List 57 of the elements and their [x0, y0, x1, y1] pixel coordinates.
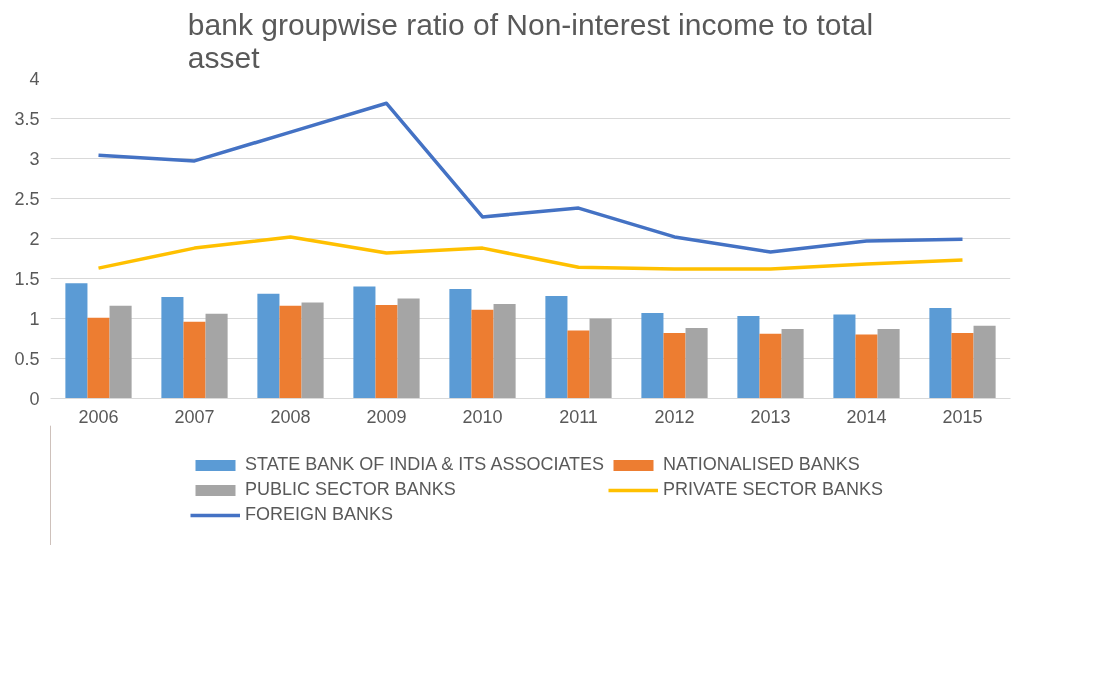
- bar: [951, 332, 974, 399]
- bar: [589, 318, 612, 399]
- y-tick-label: 4: [29, 69, 40, 89]
- legend-label: PRIVATE SECTOR BANKS: [663, 479, 885, 500]
- bar: [109, 305, 132, 399]
- y-tick-label: 2.5: [14, 189, 40, 209]
- bar: [87, 317, 110, 399]
- x-tick-label: 2010: [462, 406, 503, 427]
- legend-label: STATE BANK OF INDIA & ITS ASSOCIATES: [245, 454, 605, 475]
- y-tick-label: 2: [29, 229, 40, 249]
- x-tick-label: 2009: [366, 406, 407, 427]
- x-tick-label: 2007: [174, 406, 215, 427]
- y-tick-label: 0.5: [14, 349, 40, 369]
- bar: [685, 328, 708, 399]
- x-tick-label: 2014: [846, 406, 887, 427]
- bar: [641, 312, 664, 399]
- legend-label: PUBLIC SECTOR BANKS: [245, 479, 457, 500]
- bar: [833, 314, 856, 399]
- bar: [449, 288, 472, 399]
- bar: [375, 304, 398, 399]
- y-tick-label: 3.5: [14, 109, 40, 129]
- x-tick-label: 2011: [559, 406, 598, 427]
- bar: [855, 334, 878, 399]
- x-tick-label: 2012: [654, 406, 695, 427]
- bar: [663, 332, 686, 399]
- bar: [353, 286, 376, 399]
- bar: [545, 296, 568, 399]
- legend-label: NATIONALISED BANKS: [663, 454, 861, 475]
- bar: [929, 308, 952, 399]
- bar: [183, 321, 206, 399]
- x-tick-label: 2008: [270, 406, 311, 427]
- line-series: [96, 101, 965, 254]
- bar: [737, 316, 760, 399]
- y-tick-label: 0: [29, 389, 40, 409]
- bar: [567, 330, 590, 399]
- bar: [877, 328, 900, 399]
- legend-label: FOREIGN BANKS: [245, 504, 395, 525]
- y-tick-label: 1.5: [14, 269, 40, 289]
- x-tick-label: 2006: [78, 406, 119, 427]
- bar: [279, 305, 302, 399]
- x-tick-label: 2015: [942, 406, 983, 427]
- bar: [759, 333, 782, 399]
- bar: [65, 283, 88, 399]
- y-tick-label: 1: [29, 309, 40, 329]
- y-tick-label: 3: [29, 149, 40, 169]
- bar: [973, 325, 996, 399]
- chart-title: bank groupwise ratio of Non-interest income to total asset: [187, 7, 874, 74]
- bar: [205, 313, 228, 399]
- bar: [397, 298, 420, 399]
- line-series: [96, 235, 965, 271]
- bar: [301, 302, 324, 399]
- bar: [161, 296, 184, 399]
- bar: [781, 328, 804, 399]
- bar: [493, 304, 516, 399]
- bar: [471, 309, 494, 399]
- bar: [257, 293, 280, 399]
- x-tick-label: 2013: [750, 406, 791, 427]
